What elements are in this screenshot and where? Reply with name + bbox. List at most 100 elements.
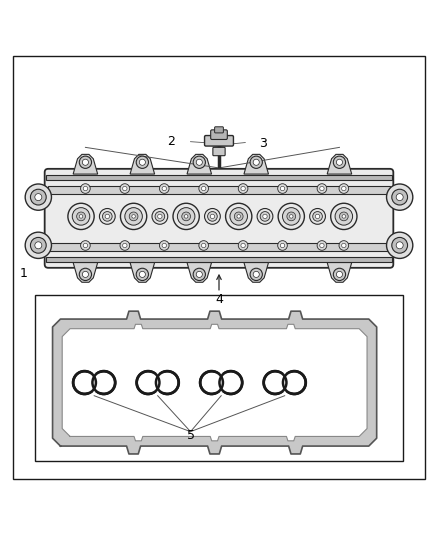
Circle shape [342, 243, 346, 248]
Circle shape [193, 268, 205, 280]
Text: 1: 1 [20, 266, 28, 280]
Polygon shape [327, 263, 352, 282]
Circle shape [123, 243, 127, 248]
Circle shape [336, 159, 343, 165]
Circle shape [310, 208, 325, 224]
Circle shape [313, 212, 322, 221]
Circle shape [253, 159, 259, 165]
Circle shape [25, 184, 52, 210]
Circle shape [79, 215, 83, 218]
Circle shape [173, 203, 199, 230]
Circle shape [317, 184, 327, 193]
Circle shape [283, 371, 306, 394]
Circle shape [177, 208, 195, 225]
Bar [48, 243, 390, 251]
Circle shape [139, 271, 145, 278]
Circle shape [81, 184, 90, 193]
Circle shape [196, 159, 202, 165]
Bar [46, 174, 392, 180]
Circle shape [79, 156, 92, 168]
Circle shape [335, 208, 353, 225]
Circle shape [278, 184, 287, 193]
FancyBboxPatch shape [45, 169, 393, 268]
Circle shape [392, 237, 407, 253]
Circle shape [392, 189, 407, 205]
Circle shape [155, 212, 165, 221]
FancyBboxPatch shape [215, 127, 223, 133]
Circle shape [31, 237, 46, 253]
Circle shape [238, 184, 248, 193]
Circle shape [315, 214, 320, 219]
Circle shape [196, 271, 202, 278]
Circle shape [201, 187, 206, 191]
Circle shape [136, 268, 148, 280]
Circle shape [136, 156, 148, 168]
Circle shape [250, 268, 262, 280]
Circle shape [92, 371, 115, 394]
Circle shape [342, 215, 346, 218]
Circle shape [387, 232, 413, 259]
FancyBboxPatch shape [205, 135, 233, 146]
Circle shape [238, 241, 248, 251]
Circle shape [35, 193, 42, 200]
Text: 2: 2 [167, 135, 175, 148]
FancyBboxPatch shape [147, 374, 169, 392]
Circle shape [72, 208, 90, 225]
Circle shape [35, 242, 42, 249]
Circle shape [331, 203, 357, 230]
Circle shape [250, 156, 262, 168]
Circle shape [234, 212, 243, 221]
Circle shape [99, 208, 115, 224]
Circle shape [193, 156, 205, 168]
Polygon shape [62, 324, 367, 441]
Circle shape [81, 241, 90, 251]
Circle shape [208, 212, 217, 221]
Circle shape [387, 184, 413, 210]
Circle shape [396, 193, 403, 200]
Circle shape [123, 187, 127, 191]
Circle shape [336, 271, 343, 278]
Circle shape [83, 243, 88, 248]
Circle shape [199, 184, 208, 193]
Circle shape [263, 214, 267, 219]
Circle shape [184, 215, 188, 218]
Polygon shape [130, 155, 155, 174]
Circle shape [82, 159, 88, 165]
Circle shape [162, 243, 166, 248]
Circle shape [320, 243, 324, 248]
Circle shape [125, 208, 142, 225]
Circle shape [333, 156, 346, 168]
Circle shape [241, 243, 245, 248]
Circle shape [253, 271, 259, 278]
Circle shape [105, 214, 110, 219]
Circle shape [162, 187, 166, 191]
Polygon shape [187, 155, 212, 174]
Circle shape [264, 371, 286, 394]
Circle shape [79, 268, 92, 280]
FancyBboxPatch shape [274, 374, 296, 392]
Circle shape [257, 208, 273, 224]
Circle shape [132, 215, 135, 218]
Circle shape [102, 212, 112, 221]
Circle shape [159, 241, 169, 251]
Circle shape [283, 208, 300, 225]
Circle shape [68, 203, 94, 230]
Polygon shape [73, 155, 98, 174]
Circle shape [82, 271, 88, 278]
FancyBboxPatch shape [83, 374, 105, 392]
Text: 3: 3 [259, 137, 267, 150]
FancyBboxPatch shape [213, 147, 225, 156]
Polygon shape [130, 263, 155, 282]
Polygon shape [53, 311, 377, 454]
Bar [48, 187, 390, 194]
Circle shape [182, 212, 191, 221]
Circle shape [339, 241, 349, 251]
Circle shape [199, 241, 208, 251]
Circle shape [287, 212, 296, 221]
Circle shape [159, 184, 169, 193]
Polygon shape [244, 155, 268, 174]
Circle shape [120, 203, 147, 230]
Circle shape [205, 208, 220, 224]
Polygon shape [327, 155, 352, 174]
Circle shape [278, 203, 304, 230]
